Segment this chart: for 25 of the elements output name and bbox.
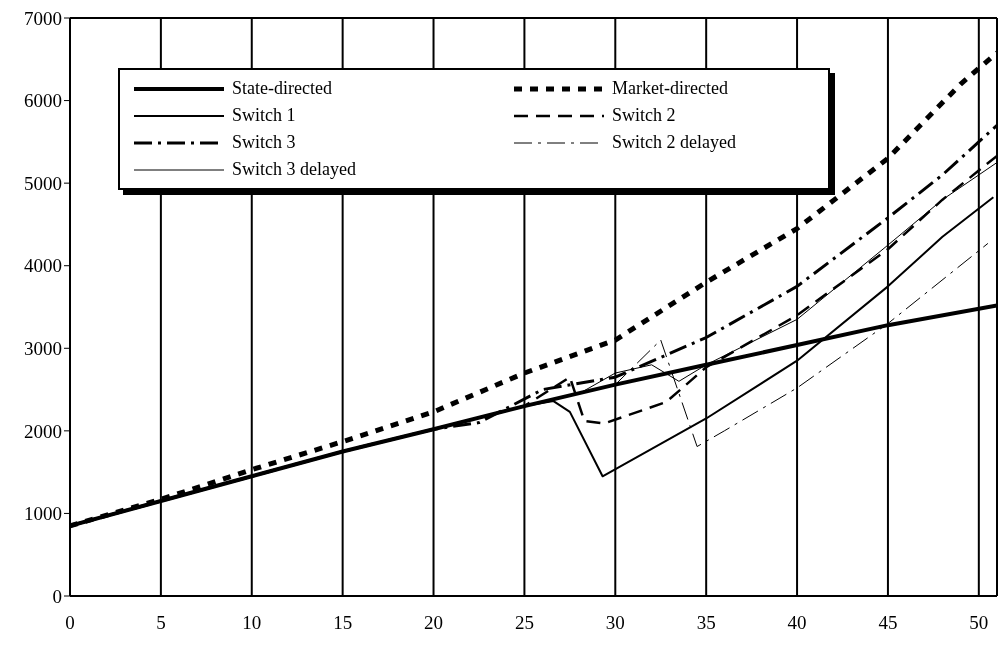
- legend-label: Switch 2 delayed: [612, 132, 736, 153]
- x-tick-label: 35: [696, 612, 716, 634]
- y-tick-label: 2000: [24, 420, 62, 442]
- legend-label: Market-directed: [612, 78, 728, 99]
- x-tick-label: 50: [969, 612, 989, 634]
- legend-label: Switch 3: [232, 132, 296, 153]
- y-tick-label: 1000: [24, 503, 62, 525]
- x-tick-label: 20: [424, 612, 444, 634]
- y-tick-label: 4000: [24, 255, 62, 277]
- x-tick-label: 5: [156, 612, 166, 634]
- x-tick-label: 15: [333, 612, 353, 634]
- y-tick-label: 5000: [24, 172, 62, 194]
- x-tick-label: 25: [514, 612, 534, 634]
- legend-label: Switch 2: [612, 105, 676, 126]
- y-tick-label: 0: [52, 585, 62, 607]
- y-tick-label: 6000: [24, 90, 62, 112]
- legend-label: Switch 3 delayed: [232, 159, 356, 180]
- x-tick-label: 30: [605, 612, 625, 634]
- y-tick-label: 7000: [24, 7, 62, 29]
- x-tick-label: 40: [787, 612, 807, 634]
- x-tick-label: 10: [242, 612, 262, 634]
- y-tick-label: 3000: [24, 338, 62, 360]
- legend-label: Switch 1: [232, 105, 296, 126]
- x-tick-label: 45: [878, 612, 898, 634]
- legend-label: State-directed: [232, 78, 332, 99]
